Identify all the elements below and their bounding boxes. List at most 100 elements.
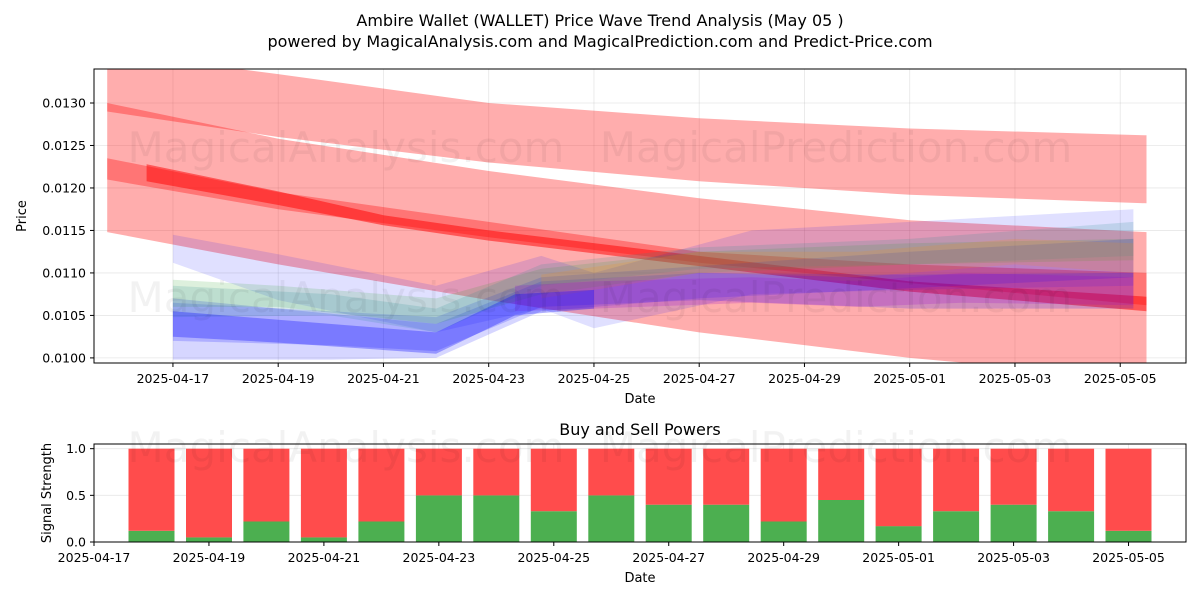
price-x-tick-label: 2025-05-05	[1084, 371, 1157, 386]
sell-bar	[358, 448, 405, 522]
watermark-bottom-left: MagicalAnalysis.com	[128, 423, 565, 472]
signal-x-tick-label: 2025-04-19	[173, 550, 246, 565]
buy-bar	[128, 530, 175, 542]
sell-bar	[530, 448, 577, 512]
signal-y-tick-label: 0.5	[66, 488, 86, 503]
signal-x-tick-label: 2025-04-29	[747, 550, 820, 565]
chart-subtitle: powered by MagicalAnalysis.com and Magic…	[267, 32, 932, 51]
watermark-top-right: MagicalPrediction.com	[600, 123, 1073, 172]
wave-band-green	[172, 238, 1134, 324]
sell-bar	[300, 448, 347, 538]
buy-bar	[875, 526, 922, 542]
sell-bar	[703, 448, 750, 505]
price-x-tick-label: 2025-04-27	[663, 371, 736, 386]
signal-plot-frame	[93, 443, 1187, 543]
signal-y-label: Signal Strength	[40, 443, 55, 543]
price-grid	[94, 69, 1186, 363]
watermark-mid-left: MagicalAnalysis.com	[128, 273, 565, 322]
sell-bar	[473, 448, 520, 496]
signal-x-tick-label: 2025-04-23	[403, 550, 476, 565]
sell-bar	[415, 448, 462, 496]
chart-title: Ambire Wallet (WALLET) Price Wave Trend …	[356, 11, 843, 30]
sell-bar	[760, 448, 807, 522]
buy-bar	[818, 500, 865, 542]
sell-bar	[645, 448, 692, 505]
wave-band-red	[107, 103, 1147, 306]
signal-y-tick-label: 1.0	[66, 441, 86, 456]
watermark-top-left: MagicalAnalysis.com	[128, 123, 565, 172]
buy-bar	[990, 504, 1037, 542]
sell-bar	[818, 448, 865, 500]
sell-bar	[990, 448, 1037, 505]
price-x-tick-label: 2025-04-19	[242, 371, 315, 386]
buy-bar	[760, 521, 807, 542]
sell-bar	[588, 448, 635, 496]
wave-band-red	[146, 164, 1147, 312]
price-y-tick-label: 0.0100	[42, 350, 86, 365]
buy-bar	[588, 495, 635, 542]
price-plot-frame	[93, 68, 1187, 364]
wave-band-red	[107, 69, 1147, 204]
price-x-tick-label: 2025-04-29	[768, 371, 841, 386]
buy-bar	[300, 537, 347, 542]
sell-bar	[128, 448, 175, 531]
price-x-tick-label: 2025-05-01	[873, 371, 946, 386]
price-y-tick-label: 0.0105	[42, 308, 86, 323]
signal-x-axis: 2025-04-17 2025-04-19 2025-04-21 2025-04-23…	[58, 542, 1165, 565]
watermark-bottom-right: MagicalPrediction.com	[600, 423, 1073, 472]
price-x-tick-label: 2025-04-17	[137, 371, 210, 386]
buy-bar	[1048, 511, 1095, 542]
sell-bar	[875, 448, 922, 527]
signal-x-tick-label: 2025-04-25	[517, 550, 590, 565]
price-y-tick-label: 0.0120	[42, 180, 86, 195]
price-x-tick-label: 2025-04-25	[558, 371, 631, 386]
signal-x-tick-label: 2025-04-17	[58, 550, 131, 565]
wave-band-purple	[515, 272, 1134, 312]
signal-x-tick-label: 2025-04-27	[632, 550, 705, 565]
signal-y-axis: 0.0 0.5 1.0	[66, 441, 94, 550]
signal-chart-title: Buy and Sell Powers	[559, 420, 721, 439]
wave-band-blue	[172, 289, 594, 354]
signal-x-tick-label: 2025-05-05	[1092, 550, 1165, 565]
wave-band-red	[107, 158, 1147, 363]
price-y-tick-label: 0.0115	[42, 223, 86, 238]
buy-bar	[645, 504, 692, 542]
price-x-label: Date	[624, 392, 655, 407]
price-x-tick-label: 2025-04-23	[452, 371, 525, 386]
sell-bar	[243, 448, 290, 522]
price-bands	[107, 69, 1147, 363]
wave-band-orange	[541, 238, 1134, 299]
price-y-label: Price	[15, 200, 30, 232]
signal-x-tick-label: 2025-05-01	[862, 550, 935, 565]
signal-bars	[128, 448, 1152, 542]
buy-bar	[530, 511, 577, 542]
price-x-tick-label: 2025-05-03	[979, 371, 1052, 386]
buy-bar	[473, 495, 520, 542]
price-y-tick-label: 0.0130	[42, 95, 86, 110]
sell-bar	[933, 448, 980, 512]
sell-bar	[186, 448, 232, 538]
wave-band-blue	[172, 238, 1134, 360]
watermark-mid-right: MagicalPrediction.com	[600, 273, 1073, 322]
price-y-tick-label: 0.0125	[42, 138, 86, 153]
buy-bar	[933, 511, 980, 542]
price-y-axis: 0.0100 0.0105 0.0110 0.0115 0.0120 0.0125 0.01…	[42, 95, 94, 365]
wave-band-teal	[172, 221, 1134, 333]
price-y-tick-label: 0.0110	[42, 265, 86, 280]
buy-bar	[358, 521, 405, 542]
buy-bar	[1105, 530, 1152, 542]
wave-band-blue	[172, 209, 1134, 333]
signal-x-label: Date	[624, 571, 655, 586]
buy-bar	[415, 495, 462, 542]
price-x-axis: 2025-04-17 2025-04-19 2025-04-21 2025-04-23…	[137, 363, 1157, 386]
sell-bar	[1048, 448, 1095, 512]
buy-bar	[186, 537, 232, 542]
signal-x-tick-label: 2025-05-03	[977, 550, 1050, 565]
sell-bar	[1105, 448, 1152, 531]
signal-y-tick-label: 0.0	[66, 535, 86, 550]
signal-x-tick-label: 2025-04-21	[288, 550, 361, 565]
price-x-tick-label: 2025-04-21	[347, 371, 420, 386]
buy-bar	[703, 504, 750, 542]
